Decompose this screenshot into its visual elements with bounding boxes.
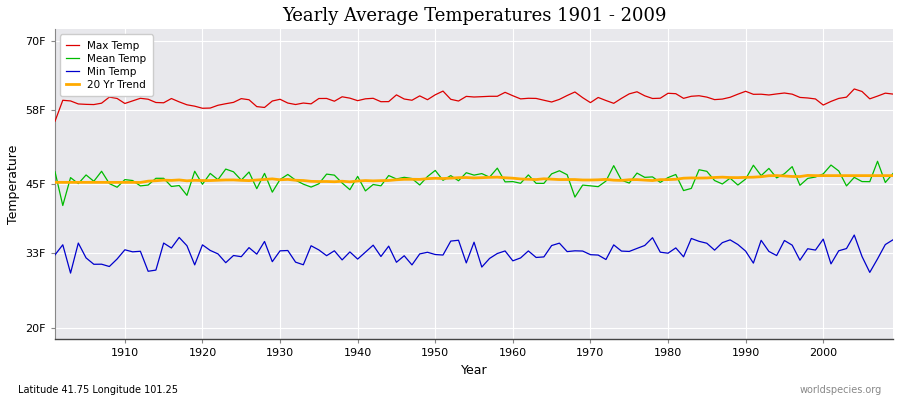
20 Yr Trend bbox=[135, 180, 146, 185]
Line: Min Temp: Min Temp bbox=[55, 235, 893, 273]
Max Temp bbox=[500, 90, 510, 95]
Mean Temp bbox=[50, 169, 60, 174]
Max Temp bbox=[283, 101, 293, 106]
20 Yr Trend bbox=[50, 180, 60, 185]
Min Temp bbox=[290, 260, 301, 264]
Mean Temp bbox=[872, 159, 883, 164]
Max Temp bbox=[887, 92, 898, 96]
Min Temp bbox=[50, 252, 60, 257]
20 Yr Trend bbox=[887, 173, 898, 178]
Min Temp bbox=[120, 247, 130, 252]
Min Temp bbox=[65, 271, 76, 276]
Min Temp bbox=[337, 258, 347, 262]
Min Temp bbox=[608, 242, 619, 247]
Line: Mean Temp: Mean Temp bbox=[55, 161, 893, 206]
Mean Temp bbox=[515, 181, 526, 186]
20 Yr Trend bbox=[608, 178, 619, 182]
20 Yr Trend bbox=[802, 173, 813, 178]
Title: Yearly Average Temperatures 1901 - 2009: Yearly Average Temperatures 1901 - 2009 bbox=[282, 7, 666, 25]
Text: Latitude 41.75 Longitude 101.25: Latitude 41.75 Longitude 101.25 bbox=[18, 385, 178, 395]
20 Yr Trend bbox=[508, 176, 518, 180]
Line: Max Temp: Max Temp bbox=[55, 89, 893, 121]
Min Temp bbox=[887, 237, 898, 242]
X-axis label: Year: Year bbox=[461, 364, 488, 377]
Mean Temp bbox=[120, 177, 130, 182]
20 Yr Trend bbox=[290, 178, 301, 183]
20 Yr Trend bbox=[112, 180, 122, 185]
Mean Temp bbox=[290, 178, 301, 182]
Min Temp bbox=[515, 256, 526, 260]
Line: 20 Yr Trend: 20 Yr Trend bbox=[55, 176, 893, 182]
20 Yr Trend bbox=[337, 179, 347, 184]
20 Yr Trend bbox=[515, 176, 526, 181]
Text: worldspecies.org: worldspecies.org bbox=[800, 385, 882, 395]
Legend: Max Temp, Mean Temp, Min Temp, 20 Yr Trend: Max Temp, Mean Temp, Min Temp, 20 Yr Tre… bbox=[60, 34, 153, 96]
Mean Temp bbox=[58, 203, 68, 208]
Max Temp bbox=[50, 119, 60, 124]
Mean Temp bbox=[608, 163, 619, 168]
Max Temp bbox=[600, 98, 611, 103]
Mean Temp bbox=[337, 180, 347, 185]
Min Temp bbox=[849, 233, 859, 238]
Max Temp bbox=[849, 86, 859, 91]
Mean Temp bbox=[508, 179, 518, 184]
Mean Temp bbox=[887, 171, 898, 176]
Max Temp bbox=[112, 96, 122, 101]
Y-axis label: Temperature: Temperature bbox=[7, 145, 20, 224]
Max Temp bbox=[508, 93, 518, 98]
Max Temp bbox=[329, 99, 340, 104]
Min Temp bbox=[508, 258, 518, 263]
